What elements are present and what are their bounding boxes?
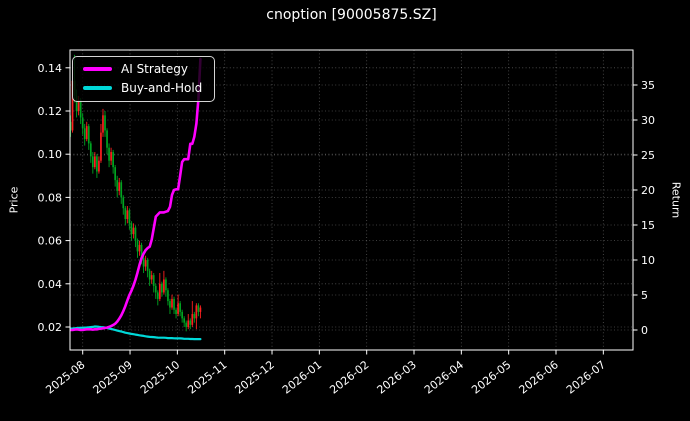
candle-body [163,279,165,293]
return-tick-label: 10 [641,254,655,267]
candle-body [171,298,173,308]
candle-body [169,301,171,308]
candle-body [132,227,135,235]
candle-body [104,115,106,131]
return-tick-label: 0 [641,324,648,337]
candle-body [96,156,98,172]
candle-body [75,95,78,111]
candle-body [83,128,86,140]
price-axis-label: Price [7,186,21,214]
candle-body [122,197,125,209]
candle-body [108,147,110,161]
price-tick-label: 0.06 [38,235,63,248]
candle-body [150,275,153,280]
candle-body [124,208,127,219]
candle-body [191,314,194,325]
candle-body [126,210,129,219]
price-tick-label: 0.14 [38,62,63,75]
legend-item-buy-and-hold: Buy-and-Hold [83,81,202,95]
legend-label: Buy-and-Hold [121,81,203,95]
candle-body [158,283,161,299]
candle-body [165,279,167,291]
legend-item-ai-strategy: AI Strategy [83,62,202,76]
return-tick-label: 35 [641,79,655,92]
price-tick-label: 0.04 [38,278,63,291]
candle-body [106,130,108,148]
candle-body [156,292,159,299]
candle-body [94,156,96,168]
candle-body [152,275,155,286]
candle-body [146,260,149,271]
candle-body [100,132,102,161]
candle-body [142,257,145,267]
candle-body [161,283,163,293]
candle-body [98,160,100,172]
price-tick-label: 0.12 [38,105,63,118]
return-tick-label: 15 [641,219,655,232]
buy-and-hold-line-swatch [83,86,112,90]
candle-body [195,305,198,319]
price-tick-label: 0.08 [38,191,63,204]
candle-body [138,244,141,252]
candle-body [154,285,157,293]
candle-body [87,126,90,144]
candle-body [81,117,84,129]
candle-body [130,223,133,235]
return-tick-label: 30 [641,114,655,127]
candle-body [199,307,202,312]
candle-body [183,318,186,323]
candle-body [70,121,72,131]
candle-body [140,244,143,258]
return-tick-label: 25 [641,149,655,162]
candle-body [128,210,131,224]
buy-and-hold-line [70,325,202,341]
candle-body [118,182,121,191]
candle-body [197,305,200,312]
candle-body [102,115,104,133]
candle-body [167,290,169,302]
price-tick-label: 0.02 [38,321,63,334]
return-axis-label: Return [669,181,683,219]
candle-body [173,298,175,310]
candle-body [114,167,117,181]
candle-body [181,311,183,319]
candle-body [187,320,190,327]
ai-strategy-line-swatch [83,67,112,71]
candle-body [177,303,179,315]
candle-body [175,309,177,315]
candle-body [71,80,74,131]
return-tick-label: 5 [641,289,648,302]
price-tick-label: 0.10 [38,148,63,161]
legend: AI Strategy Buy-and-Hold [72,56,216,102]
candle-body [193,314,196,319]
axes-spines [69,49,634,351]
candle-body [185,322,188,327]
candle-body [77,100,80,111]
legend-label: AI Strategy [121,62,188,76]
candle-body [112,152,114,168]
candle-body [120,182,123,198]
candle-body [134,227,137,241]
candle-body [116,180,119,191]
candle-body [179,303,181,312]
candle-body [144,260,147,267]
candle-body [79,100,82,118]
candle-body [89,143,92,157]
candle-body [91,156,94,168]
candle-body [136,240,139,252]
candle-body [85,126,88,140]
chart-title: cnoption [90005875.SZ] [266,7,437,23]
return-tick-label: 20 [641,184,655,197]
ai-strategy-line [70,57,202,332]
candle-body [148,270,151,280]
candle-body [189,320,192,325]
candle-body [110,152,112,161]
